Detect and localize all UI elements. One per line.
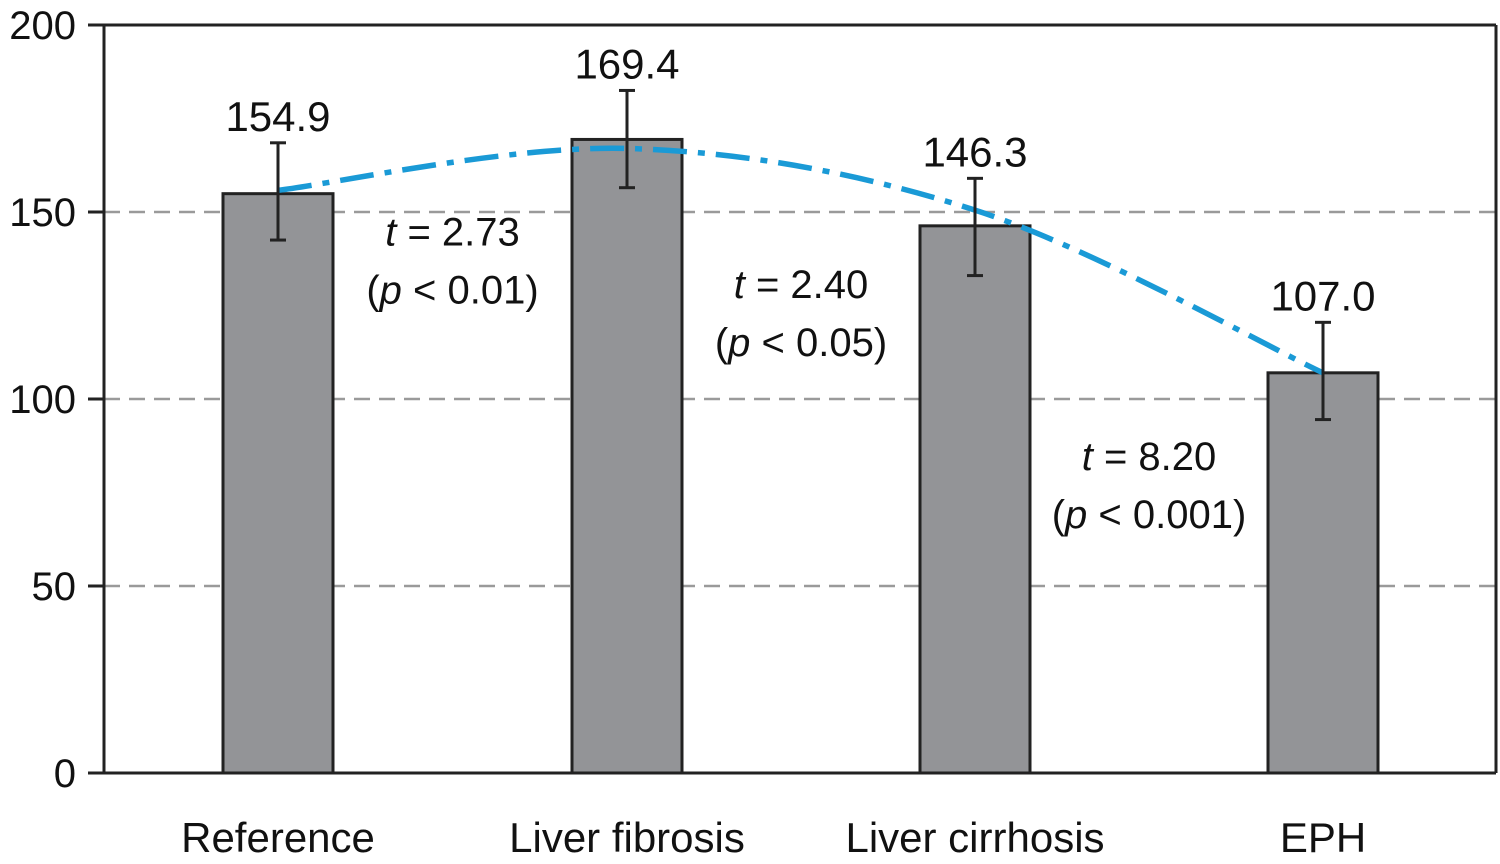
y-tick-label-200: 200 bbox=[9, 4, 76, 48]
error-bar-eph bbox=[1315, 320, 1331, 422]
annotation-p-1: (p < 0.01) bbox=[366, 269, 538, 313]
trend-line-path bbox=[277, 145, 1325, 376]
annotation-t-2: t = 2.40 bbox=[734, 263, 869, 307]
error-bar-reference bbox=[270, 141, 286, 242]
category-label-liver-fibrosis: Liver fibrosis bbox=[509, 814, 745, 861]
labels: 0 50 100 150 200 Reference Liver fibrosis Liver… bbox=[9, 4, 1375, 861]
y-tick-label-0: 0 bbox=[54, 752, 76, 796]
annotation-p-2: (p < 0.05) bbox=[715, 321, 887, 365]
y-tick-label-50: 50 bbox=[32, 565, 77, 609]
error-bar-liver-cirrhosis bbox=[967, 176, 983, 278]
error-bars bbox=[270, 88, 1331, 422]
y-tick-label-100: 100 bbox=[9, 378, 76, 422]
bar-reference bbox=[221, 192, 335, 775]
category-label-eph: EPH bbox=[1280, 814, 1366, 861]
error-bar-liver-fibrosis bbox=[619, 88, 635, 190]
value-label-reference: 154.9 bbox=[225, 93, 330, 140]
y-tick-label-150: 150 bbox=[9, 191, 76, 235]
annotation-t-3: t = 8.20 bbox=[1082, 435, 1217, 479]
bar-eph bbox=[1266, 371, 1380, 775]
value-label-liver-cirrhosis: 146.3 bbox=[922, 128, 1027, 175]
category-label-reference: Reference bbox=[181, 814, 375, 861]
bars bbox=[221, 137, 1380, 775]
annotation-t-1: t = 2.73 bbox=[385, 211, 520, 255]
bar-liver-fibrosis bbox=[570, 137, 684, 775]
value-label-eph: 107.0 bbox=[1270, 272, 1375, 319]
grid-lines bbox=[104, 210, 1496, 588]
axes bbox=[88, 23, 1498, 775]
category-label-liver-cirrhosis: Liver cirrhosis bbox=[845, 814, 1104, 861]
trend-line bbox=[277, 145, 1325, 376]
bar-liver-cirrhosis bbox=[918, 224, 1032, 775]
annotation-p-3: (p < 0.001) bbox=[1052, 493, 1247, 537]
value-label-liver-fibrosis: 169.4 bbox=[574, 40, 679, 87]
